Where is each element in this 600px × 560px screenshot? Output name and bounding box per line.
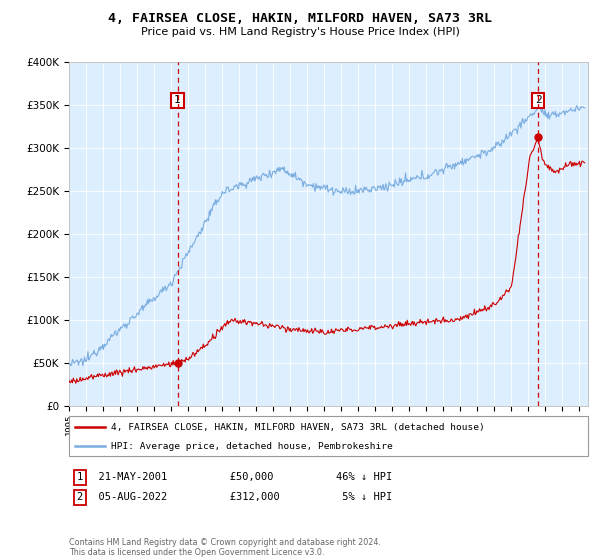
Text: 2: 2 [535, 95, 542, 105]
Text: 05-AUG-2022          £312,000          5% ↓ HPI: 05-AUG-2022 £312,000 5% ↓ HPI [86, 492, 392, 502]
Text: 21-MAY-2001          £50,000          46% ↓ HPI: 21-MAY-2001 £50,000 46% ↓ HPI [86, 472, 392, 482]
Text: 4, FAIRSEA CLOSE, HAKIN, MILFORD HAVEN, SA73 3RL: 4, FAIRSEA CLOSE, HAKIN, MILFORD HAVEN, … [108, 12, 492, 25]
Text: 1: 1 [174, 95, 181, 105]
Text: 2: 2 [77, 492, 83, 502]
Text: Contains HM Land Registry data © Crown copyright and database right 2024.
This d: Contains HM Land Registry data © Crown c… [69, 538, 381, 557]
Text: 4, FAIRSEA CLOSE, HAKIN, MILFORD HAVEN, SA73 3RL (detached house): 4, FAIRSEA CLOSE, HAKIN, MILFORD HAVEN, … [111, 423, 485, 432]
Text: HPI: Average price, detached house, Pembrokeshire: HPI: Average price, detached house, Pemb… [111, 442, 393, 451]
Text: 1: 1 [77, 472, 83, 482]
Text: Price paid vs. HM Land Registry's House Price Index (HPI): Price paid vs. HM Land Registry's House … [140, 27, 460, 37]
